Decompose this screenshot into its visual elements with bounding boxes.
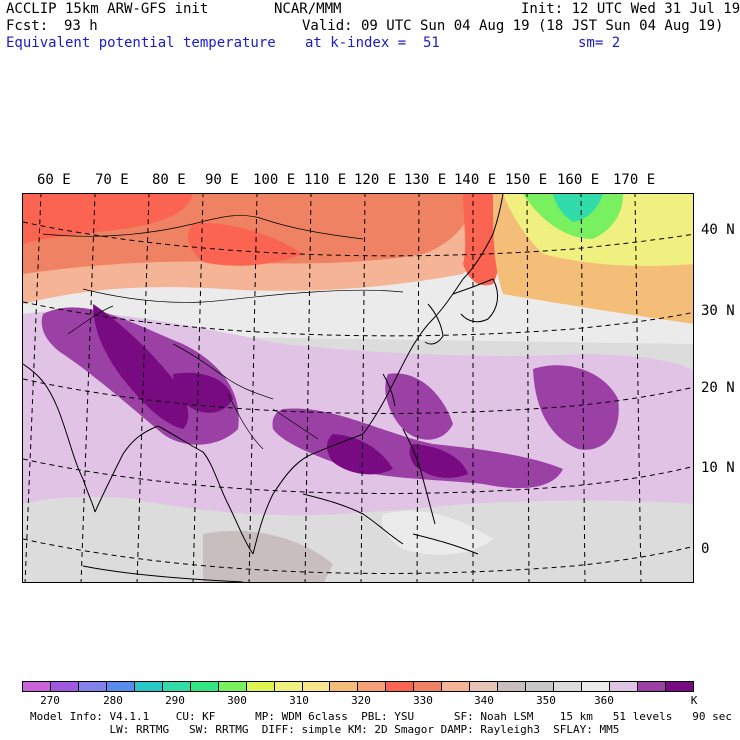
dark-purple-core-tibet	[93, 304, 189, 429]
purple-region-typhoon	[533, 365, 619, 450]
colorbar-swatch	[442, 682, 471, 691]
smoothing-info: sm= 2	[578, 35, 621, 51]
lat-label: 0	[701, 541, 710, 557]
colorbar-tick: 310	[289, 694, 309, 707]
lat-label: 10 N	[701, 460, 735, 476]
colorbar-swatch	[134, 682, 163, 691]
lon-label: 70 E	[95, 172, 129, 188]
purple-region-philippine	[385, 373, 453, 440]
colorbar-swatch	[50, 682, 79, 691]
lon-label: 120 E	[354, 172, 397, 188]
colorbar-swatch	[78, 682, 107, 691]
colorbar-swatch	[582, 682, 611, 691]
lon-label: 140 E	[454, 172, 497, 188]
colorbar-swatch	[386, 682, 415, 691]
field-name: Equivalent potential temperature	[6, 35, 276, 51]
colorbar-swatch	[610, 682, 638, 691]
colorbar-swatch	[526, 682, 555, 691]
lat-label: 40 N	[701, 222, 735, 238]
colorbar-swatch	[246, 682, 275, 691]
colorbar-tick: 350	[536, 694, 556, 707]
equatorial-gray-region	[23, 500, 693, 582]
lat-label: 30 N	[701, 303, 735, 319]
colorbar-swatch	[162, 682, 191, 691]
graticule	[23, 194, 693, 582]
forecast-label: Fcst:	[6, 18, 49, 34]
forecast-hours: 93 h	[64, 18, 98, 34]
coastlines	[23, 194, 504, 582]
model-info-line1: Model Info: V4.1.1 CU: KF MP: WDM 6class…	[30, 710, 732, 723]
red-region-west	[23, 194, 193, 244]
colorbar-swatch	[498, 682, 527, 691]
colorbar-swatch	[106, 682, 135, 691]
red-region-sakhalin	[463, 194, 501, 286]
model-info-line2: LW: RRTMG SW: RRTMG DIFF: simple KM: 2D …	[30, 723, 620, 736]
colorbar-swatch	[665, 682, 693, 691]
colorbar-swatch	[554, 682, 583, 691]
model-title: ACCLIP 15km ARW-GFS init	[6, 1, 209, 17]
colorbar-tick: 360	[594, 694, 614, 707]
red-region-mongolia	[187, 223, 303, 266]
dark-purple-core-bay	[173, 372, 233, 413]
colorbar-swatch	[190, 682, 219, 691]
init-time: Init: 12 UTC Wed 31 Jul 19	[521, 1, 740, 17]
colorbar-tick: 280	[103, 694, 123, 707]
lon-label: 170 E	[613, 172, 656, 188]
colorbar-unit: K	[690, 694, 698, 707]
colorbar-swatch	[414, 682, 443, 691]
lon-label: 60 E	[37, 172, 71, 188]
dark-purple-core-luzon	[409, 444, 468, 478]
colorbar-tick: 330	[413, 694, 433, 707]
lon-label: 160 E	[557, 172, 600, 188]
colorbar-swatch	[330, 682, 359, 691]
colorbar-tick: 320	[351, 694, 371, 707]
colorbar-swatch	[637, 682, 666, 691]
colorbar-tick: 270	[40, 694, 60, 707]
country-borders	[42, 215, 404, 450]
lon-label: 150 E	[505, 172, 548, 188]
colorbar-swatch	[470, 682, 499, 691]
theta-e-map	[22, 193, 694, 583]
colorbar-swatch	[23, 682, 51, 691]
lon-label: 100 E	[253, 172, 296, 188]
light-gray-region-maritime	[381, 510, 493, 555]
dark-purple-core-scs	[327, 434, 393, 475]
gray-region-indochina	[203, 530, 333, 582]
level-info: at k-index = 51	[305, 35, 440, 51]
colorbar	[22, 681, 694, 692]
colorbar-swatch	[302, 682, 331, 691]
colorbar-swatch	[358, 682, 387, 691]
lon-label: 90 E	[205, 172, 239, 188]
lat-label: 20 N	[701, 380, 735, 396]
lon-label: 110 E	[304, 172, 347, 188]
colorbar-tick: 300	[227, 694, 247, 707]
colorbar-swatch	[218, 682, 247, 691]
teal-region-pacific	[553, 194, 603, 222]
colorbar-tick: 290	[165, 694, 185, 707]
lon-label: 130 E	[404, 172, 447, 188]
colorbar-swatch	[274, 682, 303, 691]
colorbar-tick: 340	[474, 694, 494, 707]
valid-time: Valid: 09 UTC Sun 04 Aug 19 (18 JST Sun …	[302, 18, 724, 34]
organization-label: NCAR/MMM	[274, 1, 342, 17]
lon-label: 80 E	[152, 172, 186, 188]
